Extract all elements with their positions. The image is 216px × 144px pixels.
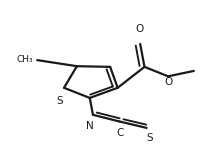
Text: O: O	[164, 77, 173, 87]
Text: CH₃: CH₃	[17, 55, 33, 64]
Text: O: O	[135, 24, 144, 34]
Text: S: S	[146, 133, 153, 143]
Text: N: N	[86, 121, 94, 131]
Text: C: C	[116, 128, 124, 138]
Text: S: S	[56, 96, 63, 106]
